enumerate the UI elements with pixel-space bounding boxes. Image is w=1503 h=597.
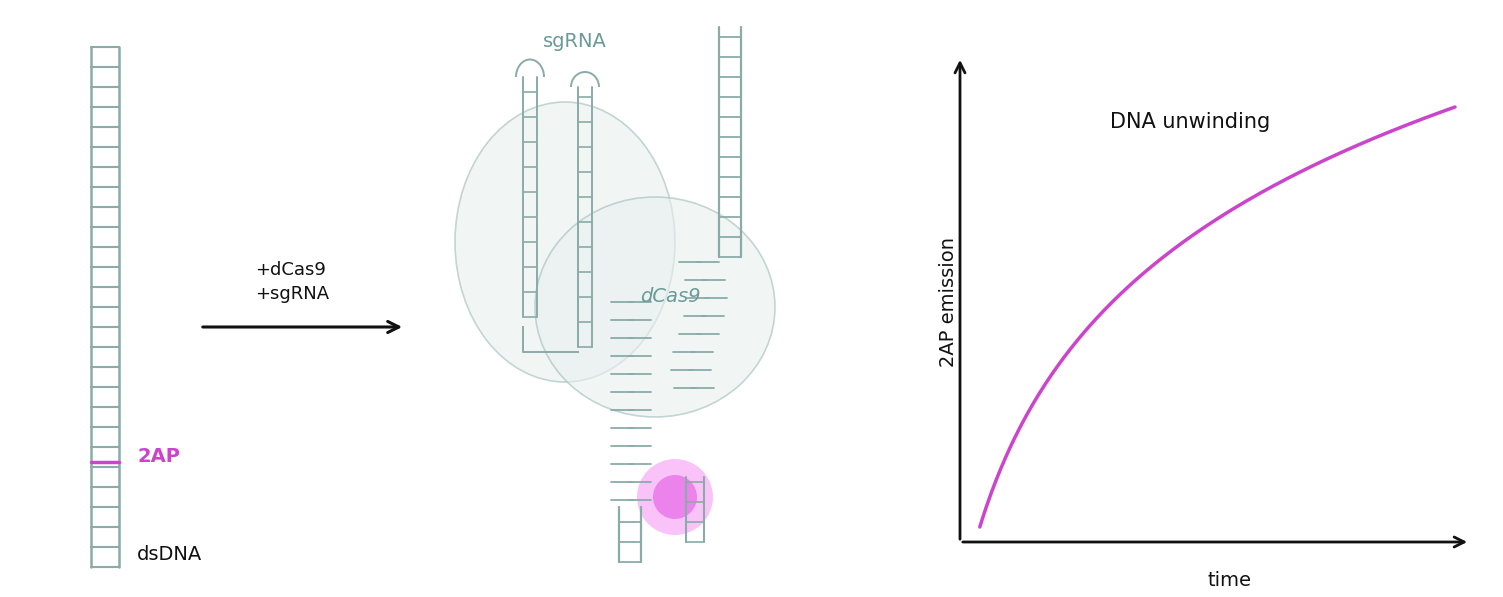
Circle shape [637,459,712,535]
Text: +dCas9
+sgRNA: +dCas9 +sgRNA [256,261,329,303]
Text: dsDNA: dsDNA [137,546,203,565]
Text: 2AP emission: 2AP emission [938,237,957,367]
Ellipse shape [455,102,675,382]
Circle shape [652,475,697,519]
Text: sgRNA: sgRNA [543,32,607,51]
Text: 2AP: 2AP [137,448,180,466]
Ellipse shape [535,197,776,417]
Text: dCas9: dCas9 [640,288,700,306]
Text: DNA unwinding: DNA unwinding [1111,112,1270,132]
Text: time: time [1208,571,1252,589]
